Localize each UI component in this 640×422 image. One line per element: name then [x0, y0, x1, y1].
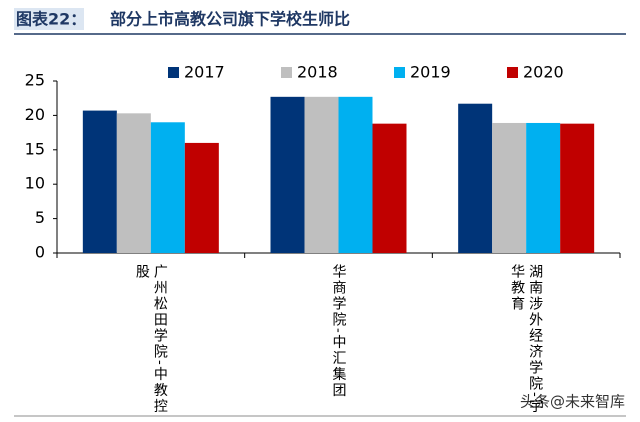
bar — [304, 96, 339, 253]
legend-label: 2019 — [410, 63, 451, 82]
legend-swatch — [507, 67, 518, 78]
x-tick-label: 华商学院-中汇集团 — [330, 264, 347, 399]
y-tick-label: 25 — [25, 71, 45, 90]
watermark: 头条@未来智库 — [520, 393, 625, 411]
y-tick-label: 20 — [25, 105, 45, 124]
y-tick-label: 15 — [25, 139, 45, 158]
bar — [560, 123, 595, 253]
bar — [82, 110, 117, 253]
y-tick-label: 10 — [25, 174, 45, 193]
legend-swatch — [394, 67, 405, 78]
bar — [492, 122, 527, 253]
bar — [338, 96, 373, 253]
bar — [270, 96, 305, 253]
bar — [184, 142, 219, 253]
legend-label: 2017 — [184, 63, 225, 82]
y-tick-label: 5 — [35, 208, 45, 227]
bar — [116, 113, 151, 253]
legend-label: 2020 — [523, 63, 564, 82]
bar — [458, 103, 493, 253]
bar — [150, 122, 185, 253]
bar — [526, 122, 561, 253]
title-label: 图表22： — [16, 10, 86, 29]
x-tick-label: 广州松田学院-中教控股 — [133, 264, 168, 415]
chart-title: 部分上市高教公司旗下学校生师比 — [110, 10, 350, 29]
title-label-bg — [14, 8, 84, 30]
y-tick-label: 0 — [35, 243, 45, 262]
x-tick-label: 湖南涉外经济学院-宇华教育 — [509, 264, 544, 415]
legend-label: 2018 — [297, 63, 338, 82]
bar — [372, 123, 407, 253]
legend-swatch — [281, 67, 292, 78]
legend-swatch — [168, 67, 179, 78]
